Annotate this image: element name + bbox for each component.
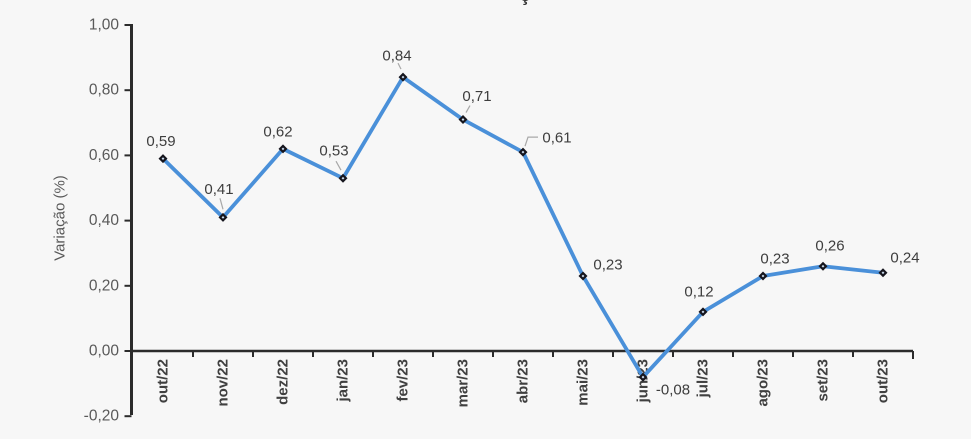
data-point-marker-center [821,264,825,268]
data-point-marker-center [461,118,465,121]
clipped-chart-title: ç [500,0,550,6]
data-point-marker-center [881,271,885,275]
data-label: 0,84 [382,48,411,65]
data-point-marker-center [641,375,645,379]
data-label-leader-line [524,136,538,147]
x-axis-label: fev/23 [395,359,412,402]
data-label: 0,59 [146,133,175,150]
data-label: 0,23 [760,251,789,268]
data-point-marker-center [161,157,165,161]
data-label: 0,62 [263,123,292,140]
data-point-marker-center [761,274,765,278]
data-point-marker-center [341,176,345,180]
x-axis-label: mar/23 [455,359,472,407]
x-axis-label: jul/23 [695,359,712,398]
x-axis-label: dez/22 [275,359,292,405]
data-label: 0,23 [593,257,622,274]
data-label-leader-line [219,198,224,210]
x-axis-label: set/23 [815,359,832,402]
data-point-marker-center [401,75,405,79]
clipped-title-fragment: ç [520,0,531,6]
y-tick-label: -0,20 [84,408,120,425]
data-point-marker-center [701,310,705,314]
data-label-leader-line [397,62,402,70]
x-axis-label: out/22 [155,359,172,403]
y-tick-label: 0,00 [89,343,120,360]
data-label-leader-line [465,105,471,113]
y-tick-label: 0,80 [89,82,120,99]
y-tick-label: 1,00 [89,17,120,34]
data-label: 0,41 [204,181,233,198]
x-axis-label: mai/23 [575,359,592,406]
data-point-marker-center [581,274,585,278]
data-point-marker-center [521,150,525,154]
x-axis-label: abr/23 [515,359,532,403]
data-label: -0,08 [656,382,690,399]
y-axis-title: Variação (%) [52,175,69,261]
data-point-marker-center [221,215,225,219]
x-axis-label: ago/23 [755,359,772,407]
data-label-leader-line [335,160,342,171]
data-label: 0,24 [890,249,919,266]
data-label: 0,61 [542,130,571,147]
series-line [161,75,885,379]
x-axis-label: jan/23 [335,359,352,403]
data-point-marker-center [281,147,285,151]
data-label: 0,26 [815,238,844,255]
data-label: 0,53 [319,143,348,160]
y-tick-label: 0,40 [89,212,120,229]
y-tick-label: 0,20 [89,277,120,294]
x-axis-label: nov/22 [215,359,232,407]
x-axis-label: out/23 [875,359,892,403]
data-label: 0,12 [684,283,713,300]
y-tick-label: 0,60 [89,147,120,164]
data-label: 0,71 [462,88,491,105]
